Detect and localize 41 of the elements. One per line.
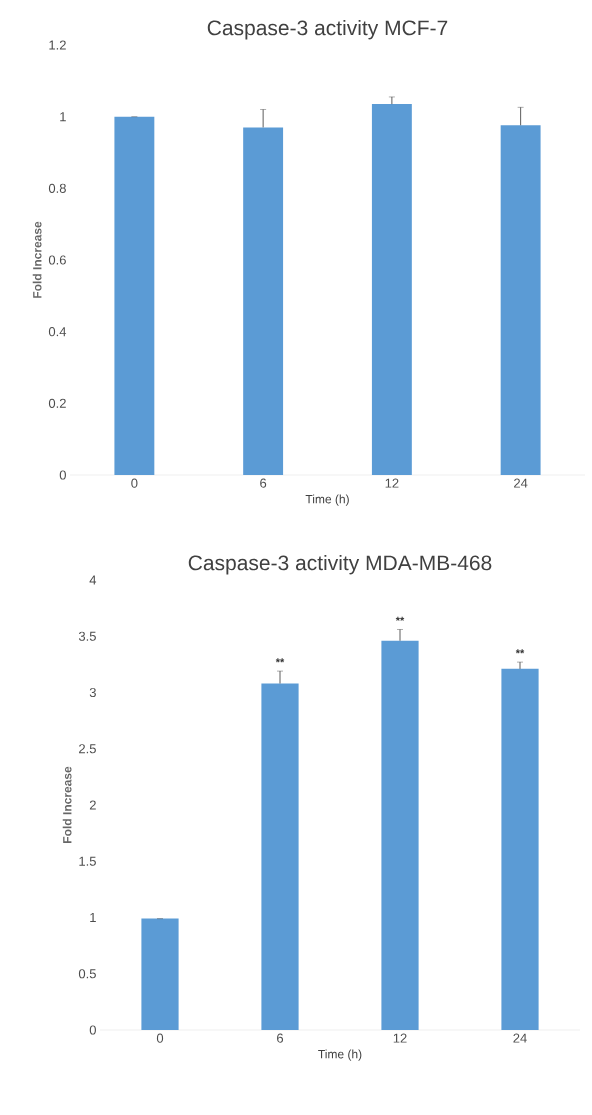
x-axis-title: Time (h): [305, 494, 349, 506]
y-tick-label: 0.6: [48, 255, 66, 265]
x-tick-label: 0: [131, 478, 138, 488]
y-tick-label: 1.2: [49, 40, 66, 50]
y-tick-label: 0: [89, 1025, 96, 1035]
y-tick-label: 0.4: [48, 327, 67, 337]
bar: [381, 640, 419, 1030]
annotation: **: [515, 649, 525, 654]
chart-title: Caspase-3 activity MCF-7: [207, 19, 448, 40]
y-tick-label: 0: [59, 470, 66, 480]
annotation: **: [395, 616, 405, 621]
bar: [243, 127, 284, 475]
chart-title: Caspase-3 activity MDA-MB-468: [188, 554, 492, 575]
x-tick-label: 6: [277, 1033, 284, 1043]
x-axis-title: Time (h): [318, 1049, 362, 1061]
x-tick-label: 24: [513, 1033, 527, 1043]
y-tick-label: 3: [89, 687, 96, 698]
bar: [501, 668, 539, 1030]
y-tick-label: 0.2: [48, 398, 66, 408]
annotation: **: [275, 658, 285, 663]
y-tick-label: 2.5: [79, 744, 96, 754]
x-tick-label: 12: [385, 478, 399, 488]
x-tick-label: 6: [260, 478, 267, 488]
bar: [371, 104, 412, 475]
y-axis-title: Fold Increase: [32, 221, 42, 298]
y-tick-label: 1: [60, 112, 66, 122]
y-axis-title: Fold Increase: [62, 766, 72, 843]
x-tick-label: 24: [514, 478, 528, 488]
y-tick-label: 3.5: [78, 631, 96, 641]
bar: [114, 116, 155, 475]
y-tick-label: 0.5: [78, 969, 96, 979]
y-tick-label: 4: [89, 575, 97, 585]
y-tick-label: 1.5: [79, 856, 96, 866]
y-tick-label: 1: [90, 913, 96, 922]
y-tick-label: 2: [89, 800, 96, 810]
x-tick-label: 12: [393, 1033, 407, 1043]
bar: [261, 683, 299, 1030]
y-tick-label: 0.8: [48, 183, 66, 193]
bar: [141, 918, 179, 1030]
bar: [500, 125, 541, 475]
x-tick-label: 0: [156, 1033, 164, 1043]
